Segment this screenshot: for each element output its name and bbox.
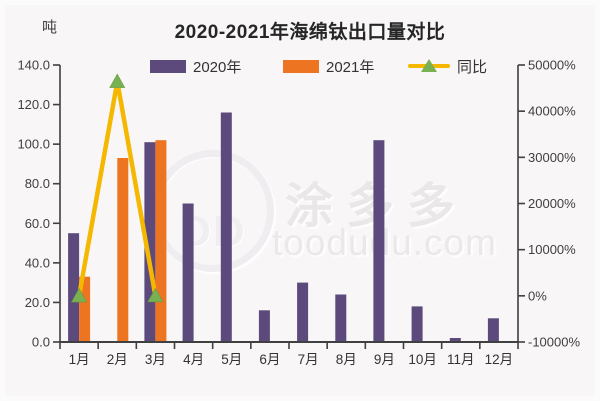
x-axis-label: 7月 [298, 352, 319, 367]
x-axis-label: 2月 [107, 352, 128, 367]
legend-label-yoy: 同比 [457, 58, 488, 76]
x-axis-label: 3月 [145, 352, 166, 367]
bar-2020年-1月 [68, 233, 80, 342]
y-right-tick-label: 30000% [528, 150, 576, 165]
legend-label-2020: 2020年 [193, 58, 242, 76]
yoy-marker-icon [147, 287, 164, 303]
y-left-tick-label: 140.0 [17, 58, 50, 73]
watermark-brand-text: 涂多多 [285, 166, 468, 236]
bar-2020年-10月 [411, 306, 423, 342]
x-axis-label: 11月 [447, 352, 475, 367]
x-axis-label: 9月 [374, 352, 395, 367]
y-right-tick-label: 10000% [528, 242, 576, 257]
y-right-tick-label: 0% [528, 288, 547, 303]
bar-2020年-7月 [297, 282, 309, 342]
y-left-tick-label: 80.0 [25, 176, 50, 191]
legend-triangle-icon [421, 59, 437, 72]
y-left-tick-label: 60.0 [25, 216, 50, 231]
bar-2020年-9月 [373, 140, 385, 342]
legend-label-2021: 2021年 [326, 58, 375, 76]
legend-item-2021: 2021年 [283, 57, 375, 76]
legend-item-yoy: 同比 [408, 57, 488, 76]
bar-2020年-5月 [220, 112, 232, 342]
x-axis-label: 8月 [336, 352, 357, 367]
yoy-marker-icon [71, 287, 88, 303]
x-axis-label: 6月 [259, 352, 280, 367]
bar-2020年-3月 [144, 142, 156, 342]
bar-2020年-12月 [487, 318, 499, 342]
y-right-tick-label: 20000% [528, 196, 576, 211]
y-right-tick-label: 50000% [528, 58, 576, 73]
bar-2020年-6月 [258, 310, 270, 342]
yoy-line [76, 79, 158, 299]
x-axis-label: 5月 [221, 352, 242, 367]
bar-2020年-11月 [449, 338, 461, 342]
bar-2020年-4月 [182, 203, 194, 342]
legend-swatch-2020-icon [150, 59, 186, 73]
x-axis-label: 12月 [485, 352, 514, 367]
legend-item-2020: 2020年 [150, 57, 242, 76]
y-left-tick-label: 40.0 [25, 255, 50, 270]
x-axis-label: 4月 [183, 352, 204, 367]
y-right-tick-label: 40000% [528, 104, 576, 119]
chart-title: 2020-2021年海绵钛出口量对比 [174, 22, 446, 43]
x-axis-label: 1月 [69, 352, 90, 367]
y-right-tick-label: -10000% [528, 335, 580, 350]
y-left-tick-label: 100.0 [17, 137, 50, 152]
bar-2021年-2月 [117, 158, 129, 342]
y-left-tick-label: 20.0 [25, 295, 50, 310]
y-left-tick-label: 120.0 [17, 97, 50, 112]
x-axis-label: 10月 [408, 352, 437, 367]
legend-line-marker-icon [408, 58, 450, 74]
y-left-tick-label: 0.0 [32, 335, 50, 350]
bar-2020年-8月 [335, 294, 347, 342]
yoy-marker-icon [109, 73, 126, 88]
legend-swatch-2021-icon [283, 59, 319, 73]
bar-2021年-1月 [79, 276, 91, 342]
bar-2021年-3月 [155, 140, 167, 342]
left-axis-unit: 吨 [42, 19, 58, 36]
